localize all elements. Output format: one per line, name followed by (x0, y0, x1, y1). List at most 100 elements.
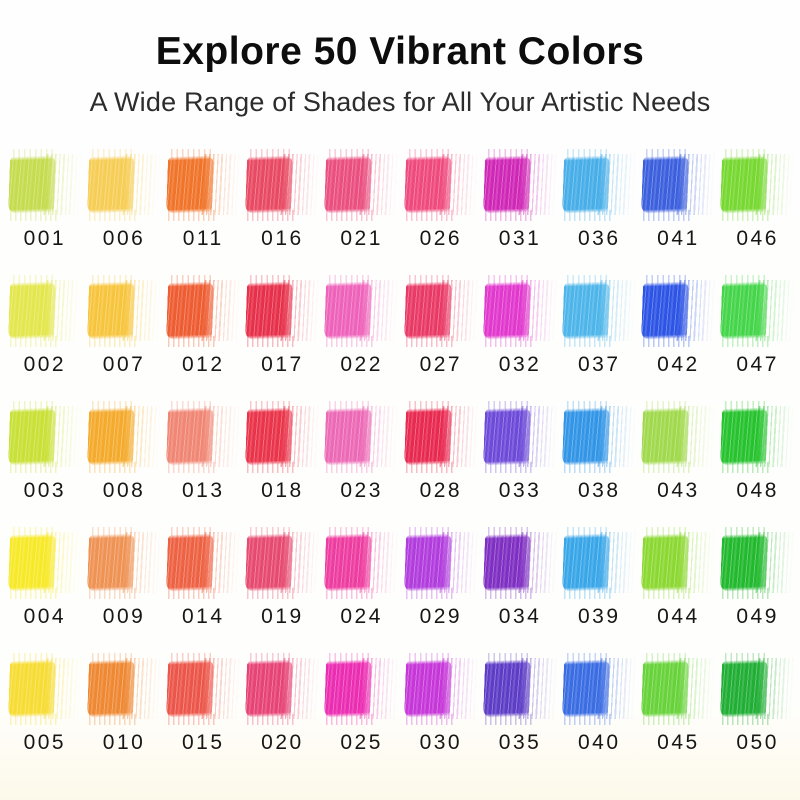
swatch-label: 041 (657, 227, 700, 250)
swatch-label: 004 (23, 605, 67, 628)
swatch-label: 037 (577, 353, 621, 376)
swatch-cell: 034 (479, 527, 558, 629)
swatch-cell: 032 (479, 275, 558, 377)
color-swatch (719, 149, 795, 221)
swatch-cell: 045 (638, 653, 717, 755)
page-title: Explore 50 Vibrant Colors (155, 30, 645, 73)
swatch-cell: 018 (242, 401, 321, 503)
swatch-label: 003 (23, 479, 67, 502)
swatch-label: 046 (736, 227, 779, 250)
swatch-cell: 014 (162, 527, 241, 629)
swatch-fade-texture (755, 658, 795, 719)
color-swatch (165, 653, 241, 725)
color-swatch (7, 653, 83, 725)
swatch-label: 030 (419, 731, 463, 754)
color-swatch (403, 527, 479, 599)
color-swatch (640, 275, 716, 347)
page-subtitle: A Wide Range of Shades for All Your Arti… (89, 87, 711, 117)
swatch-label: 016 (261, 227, 304, 250)
swatch-cell: 019 (242, 527, 321, 629)
color-swatch (165, 401, 241, 473)
swatch-label: 006 (102, 227, 146, 250)
swatch-label: 044 (657, 605, 700, 628)
color-swatch (482, 275, 558, 347)
swatch-fade-texture (676, 154, 716, 215)
color-swatch (244, 653, 320, 725)
swatch-label: 040 (577, 731, 621, 754)
swatch-cell: 033 (479, 401, 558, 503)
swatch-label: 036 (577, 227, 621, 250)
color-swatch (7, 401, 83, 473)
swatch-fade-texture (280, 532, 320, 593)
swatch-fade-texture (42, 532, 83, 593)
swatch-cell: 001 (4, 149, 83, 251)
swatch-fade-texture (438, 154, 479, 215)
swatch-label: 045 (657, 731, 700, 754)
swatch-fade-texture (122, 532, 162, 593)
swatch-fade-texture (676, 532, 716, 593)
color-swatch (244, 401, 320, 473)
color-swatch (482, 653, 558, 725)
swatch-cell: 020 (242, 653, 321, 755)
swatch-label: 026 (419, 227, 463, 250)
swatch-cell: 038 (558, 401, 637, 503)
swatch-label: 020 (261, 731, 304, 754)
color-swatch-grid: 001 006 011 016 021 026 031 036 041 046 002 007 012 0… (4, 149, 796, 755)
color-swatch (561, 527, 637, 599)
color-swatch (719, 275, 795, 347)
swatch-label: 015 (181, 731, 225, 754)
color-swatch (165, 149, 241, 221)
swatch-fade-texture (42, 154, 83, 215)
color-swatch (640, 149, 716, 221)
swatch-cell: 021 (321, 149, 400, 251)
swatch-cell: 005 (4, 653, 83, 755)
color-swatch (323, 401, 399, 473)
swatch-cell: 036 (558, 149, 637, 251)
swatch-cell: 016 (242, 149, 321, 251)
swatch-label: 011 (182, 227, 224, 250)
swatch-fade-texture (201, 406, 241, 467)
swatch-label: 023 (340, 479, 383, 502)
swatch-label: 028 (419, 479, 463, 502)
swatch-cell: 004 (4, 527, 83, 629)
color-swatch (244, 527, 320, 599)
swatch-fade-texture (597, 658, 637, 719)
color-swatch (403, 653, 479, 725)
swatch-cell: 027 (400, 275, 479, 377)
swatch-cell: 008 (83, 401, 162, 503)
swatch-fade-texture (201, 532, 241, 593)
swatch-fade-texture (122, 154, 162, 215)
color-swatch (561, 653, 637, 725)
swatch-label: 005 (23, 731, 67, 754)
swatch-cell: 037 (558, 275, 637, 377)
swatch-fade-texture (359, 154, 399, 215)
swatch-label: 017 (261, 353, 304, 376)
swatch-fade-texture (201, 658, 241, 719)
swatch-fade-texture (597, 406, 637, 467)
swatch-fade-texture (518, 658, 558, 719)
swatch-cell: 012 (162, 275, 241, 377)
swatch-cell: 035 (479, 653, 558, 755)
swatch-fade-texture (518, 532, 558, 593)
swatch-cell: 025 (321, 653, 400, 755)
swatch-fade-texture (518, 280, 558, 341)
color-swatch (86, 653, 162, 725)
swatch-cell: 046 (717, 149, 796, 251)
color-swatch (403, 401, 479, 473)
swatch-cell: 002 (4, 275, 83, 377)
swatch-fade-texture (755, 406, 795, 467)
color-swatch (7, 275, 83, 347)
swatch-cell: 015 (162, 653, 241, 755)
swatch-label: 034 (498, 605, 542, 628)
swatch-fade-texture (280, 280, 320, 341)
color-swatch (165, 275, 241, 347)
swatch-label: 035 (498, 731, 542, 754)
color-swatch (323, 149, 399, 221)
swatch-cell: 003 (4, 401, 83, 503)
swatch-fade-texture (438, 532, 479, 593)
swatch-cell: 050 (717, 653, 796, 755)
swatch-label: 012 (181, 353, 225, 376)
swatch-fade-texture (42, 280, 83, 341)
color-swatch (86, 527, 162, 599)
swatch-fade-texture (518, 406, 558, 467)
